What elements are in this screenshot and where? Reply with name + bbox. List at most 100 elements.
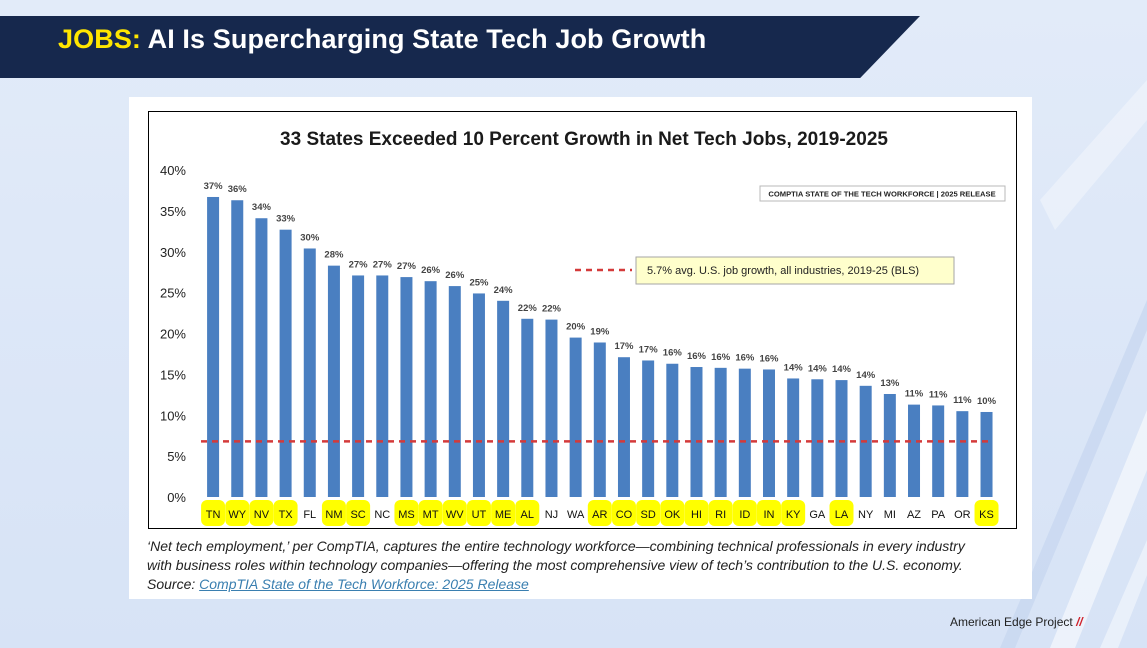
bar: [279, 229, 292, 497]
data-label: 13%: [880, 378, 900, 389]
state-highlight: [346, 500, 371, 526]
bar: [738, 368, 751, 497]
data-label: 11%: [953, 395, 972, 406]
state-highlight: [781, 500, 806, 526]
y-tick-label: 30%: [160, 245, 186, 260]
bar: [932, 405, 945, 497]
data-label: 22%: [542, 304, 562, 315]
x-tick-label: OK: [664, 509, 681, 521]
x-tick-label: NJ: [545, 509, 558, 521]
data-label: 16%: [687, 351, 707, 362]
x-tick-label: CO: [616, 509, 633, 521]
bar: [255, 218, 268, 498]
data-label: 26%: [421, 265, 441, 276]
data-label: 14%: [832, 364, 852, 375]
brand-name: American Edge Project: [950, 615, 1073, 629]
x-tick-label: WY: [228, 509, 246, 521]
data-label: 16%: [735, 353, 755, 364]
state-highlight: [321, 500, 346, 526]
state-highlight: [225, 500, 250, 526]
data-label: 25%: [469, 277, 489, 288]
bar: [762, 369, 775, 497]
bar: [327, 265, 340, 497]
state-highlight: [684, 500, 709, 526]
bar: [690, 367, 703, 497]
x-tick-label: KS: [979, 509, 994, 521]
bar: [400, 277, 413, 497]
data-label: 14%: [856, 370, 876, 381]
data-label: 22%: [518, 303, 538, 314]
x-tick-label: RI: [715, 509, 726, 521]
data-label: 30%: [300, 232, 320, 243]
data-label: 19%: [590, 326, 610, 337]
x-tick-label: MT: [423, 509, 439, 521]
state-highlight: [491, 500, 516, 526]
x-tick-label: WA: [567, 509, 585, 521]
bar: [642, 360, 655, 497]
x-tick-label: HI: [691, 509, 702, 521]
data-labels: 37% 36% 34% 33% 30% 28% 27% 27% 27% 26% 26% 25% 24% 2…: [204, 181, 997, 407]
state-highlight: [418, 500, 443, 526]
x-tick-label: SC: [350, 509, 365, 521]
chart-frame: [148, 111, 1017, 529]
data-label: 17%: [614, 341, 634, 352]
bar: [908, 404, 921, 497]
brand-slash: //: [1076, 615, 1083, 629]
x-tick-label: AL: [521, 509, 534, 521]
state-highlight: [829, 500, 854, 526]
bar: [883, 393, 896, 497]
bars: [207, 196, 993, 498]
state-highlight: [611, 500, 636, 526]
x-tick-label: MS: [398, 509, 415, 521]
bar: [472, 293, 485, 497]
x-tick-label: GA: [809, 509, 826, 521]
x-tick-label: NY: [858, 509, 874, 521]
y-tick-label: 15%: [160, 367, 186, 382]
page-title: JOBS: AI Is Supercharging State Tech Job…: [58, 24, 706, 55]
x-tick-label: ID: [739, 509, 750, 521]
x-tick-label: PA: [931, 509, 946, 521]
x-tick-label: KY: [786, 509, 801, 521]
state-highlight: [732, 500, 757, 526]
y-tick-label: 35%: [160, 204, 186, 219]
data-label: 26%: [445, 270, 465, 281]
state-highlight: [708, 500, 733, 526]
x-tick-label: NC: [374, 509, 390, 521]
bar: [593, 342, 606, 497]
y-tick-label: 0%: [167, 490, 186, 505]
data-label: 24%: [494, 285, 514, 296]
reference-note: [635, 256, 955, 285]
footer-brand: American Edge Project //: [950, 615, 1083, 629]
state-highlight: [974, 500, 999, 526]
bar: [835, 380, 848, 497]
reference-note-text: 5.7% avg. U.S. job growth, all industrie…: [647, 265, 919, 277]
state-highlight: [201, 500, 226, 526]
bar: [617, 357, 630, 497]
data-label: 14%: [784, 362, 804, 373]
x-tick-label: ME: [495, 509, 512, 521]
x-tick-label: WV: [446, 509, 464, 521]
x-tick-label: NV: [254, 509, 270, 521]
x-tick-label: MI: [884, 509, 896, 521]
source-link[interactable]: CompTIA State of the Tech Workforce: 202…: [199, 576, 529, 592]
bar: [787, 378, 800, 497]
bar: [231, 200, 244, 497]
state-highlight: [466, 500, 491, 526]
chart-caption: ‘Net tech employment,’ per CompTIA, capt…: [147, 537, 987, 594]
bar: [956, 411, 969, 497]
x-tick-label: TX: [279, 509, 294, 521]
state-highlight: [636, 500, 661, 526]
data-label: 10%: [977, 396, 997, 407]
bar: [521, 318, 534, 497]
data-label: 16%: [711, 352, 731, 363]
bar: [497, 300, 510, 497]
data-label: 27%: [373, 259, 393, 270]
data-label: 28%: [324, 250, 344, 261]
title-highlight: JOBS:: [58, 24, 142, 54]
state-highlight: [273, 500, 298, 526]
y-tick-label: 20%: [160, 327, 186, 342]
source-box: [759, 185, 1006, 202]
x-tick-label: AR: [592, 509, 607, 521]
bar: [811, 379, 824, 497]
title-banner: [0, 16, 920, 78]
